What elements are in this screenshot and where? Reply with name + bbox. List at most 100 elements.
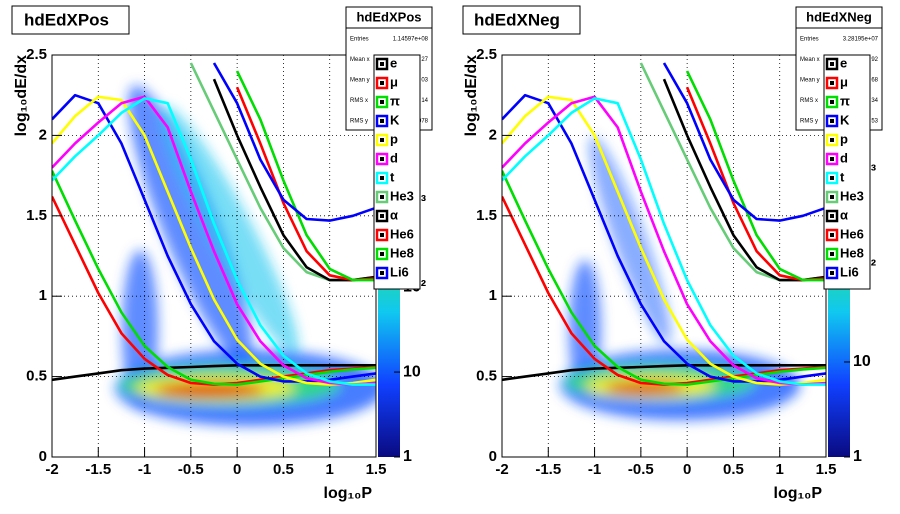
x-tick-label: -1.5	[535, 461, 561, 478]
title-box	[11, 5, 130, 35]
curve	[52, 97, 376, 386]
legend-dot	[830, 81, 834, 85]
y-tick-label: 0.5	[26, 368, 47, 385]
legend-label: K	[840, 112, 850, 127]
stats-label: Mean x	[350, 57, 370, 63]
legend-dot	[830, 176, 834, 180]
stats-value: 3.28195e+07	[843, 37, 879, 43]
stats-label: Mean y	[350, 78, 370, 84]
stats-value: 078	[418, 119, 429, 125]
x-tick-label: -1	[138, 461, 151, 478]
curve	[685, 70, 826, 282]
chart-title: hdEdXNeg	[474, 10, 560, 29]
legend-label: He8	[840, 245, 864, 260]
legend-dot	[380, 233, 384, 237]
y-tick-label: 2.5	[476, 46, 497, 63]
stats-label: Mean y	[800, 78, 820, 84]
x-tick-label: -2	[495, 461, 508, 478]
stats-value: 27	[421, 57, 428, 63]
chart-title: hdEdXPos	[24, 10, 109, 29]
legend-label: He8	[390, 245, 414, 260]
x-tick-label: -0.5	[178, 461, 204, 478]
curves	[52, 62, 376, 386]
y-tick-label: 2.5	[26, 46, 47, 63]
curve	[502, 97, 826, 386]
curve	[502, 364, 826, 382]
stats-label: Entries	[800, 37, 819, 43]
legend-label: e	[390, 55, 397, 70]
legend-dot	[830, 214, 834, 218]
z-tick-label: 10	[853, 353, 871, 370]
y-tick-label: 0.5	[476, 368, 497, 385]
legend-label: t	[390, 169, 395, 184]
stats-label: RMS x	[350, 98, 368, 104]
z-tick-label: 1	[403, 448, 412, 465]
stats-label: RMS y	[800, 119, 818, 125]
legend-dot	[830, 195, 834, 199]
x-tick-label: 1	[326, 461, 334, 478]
legend-label: d	[840, 150, 848, 165]
curves	[502, 62, 826, 386]
x-tick-label: -1	[588, 461, 601, 478]
legend-dot	[830, 62, 834, 66]
legend-dot	[380, 195, 384, 199]
curve	[52, 170, 376, 386]
x-tick-label: -0.5	[628, 461, 654, 478]
x-tick-label: 1.5	[366, 461, 387, 478]
legend-label: K	[390, 112, 400, 127]
curve	[235, 70, 376, 282]
x-tick-label: 0	[233, 461, 241, 478]
y-tick-label: 1	[39, 287, 47, 304]
legend-dot	[380, 176, 384, 180]
legend-dot	[830, 233, 834, 237]
legend-dot	[380, 138, 384, 142]
stats-title: hdEdXPos	[356, 9, 421, 24]
y-axis-label: log₁₀dE/dx	[13, 55, 30, 136]
y-tick-label: 1	[489, 287, 497, 304]
legend-label: p	[390, 131, 398, 146]
legend-dot	[380, 100, 384, 104]
legend-label: t	[840, 169, 845, 184]
legend-label: e	[840, 55, 847, 70]
y-tick-label: 0	[489, 448, 497, 465]
legend-label: He6	[390, 226, 414, 241]
z-tick-label: 1	[853, 448, 862, 465]
y-tick-label: 0	[39, 448, 47, 465]
legend-dot	[830, 138, 834, 142]
legend-label: p	[840, 131, 848, 146]
legend-label: Li6	[840, 264, 859, 279]
y-tick-label: 2	[39, 126, 47, 143]
y-tick-label: 2	[489, 126, 497, 143]
legend-label: π	[840, 93, 850, 108]
legend-label: d	[390, 150, 398, 165]
stats-value: 34	[871, 98, 878, 104]
x-tick-label: 1.5	[816, 461, 837, 478]
legend-label: α	[840, 207, 848, 222]
stats-label: Mean x	[800, 57, 820, 63]
stats-label: RMS y	[350, 119, 368, 125]
legend-label: π	[390, 93, 400, 108]
curve	[502, 95, 826, 386]
x-axis-label: log₁₀P	[324, 485, 373, 502]
legend-label: μ	[840, 74, 848, 89]
curve	[212, 62, 376, 222]
legend-dot	[380, 157, 384, 161]
stats-value: 03	[421, 78, 428, 84]
legend-dot	[830, 157, 834, 161]
legend-dot	[380, 81, 384, 85]
x-axis-label: log₁₀P	[774, 485, 823, 502]
curve	[662, 62, 826, 222]
stats-value: 14	[421, 98, 428, 104]
curve	[502, 170, 826, 386]
z-tick-label: 10	[403, 363, 421, 380]
stats-value: 1.14597e+08	[393, 37, 429, 43]
curve	[52, 95, 376, 386]
legend-label: Li6	[390, 264, 409, 279]
legend-label: He3	[390, 188, 414, 203]
legend-dot	[380, 119, 384, 123]
stats-value: 53	[871, 119, 878, 125]
title-box	[462, 5, 581, 35]
stats-label: Entries	[350, 37, 369, 43]
x-tick-label: 0.5	[273, 461, 294, 478]
legend-label: He6	[840, 226, 864, 241]
